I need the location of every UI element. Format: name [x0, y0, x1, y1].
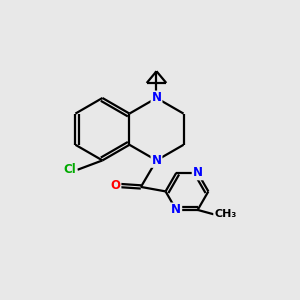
Text: N: N	[193, 167, 203, 179]
Text: N: N	[152, 154, 161, 167]
Text: CH₃: CH₃	[214, 209, 236, 219]
Text: N: N	[171, 203, 181, 216]
Text: O: O	[110, 179, 121, 192]
Text: Cl: Cl	[64, 163, 76, 176]
Text: N: N	[152, 92, 161, 104]
